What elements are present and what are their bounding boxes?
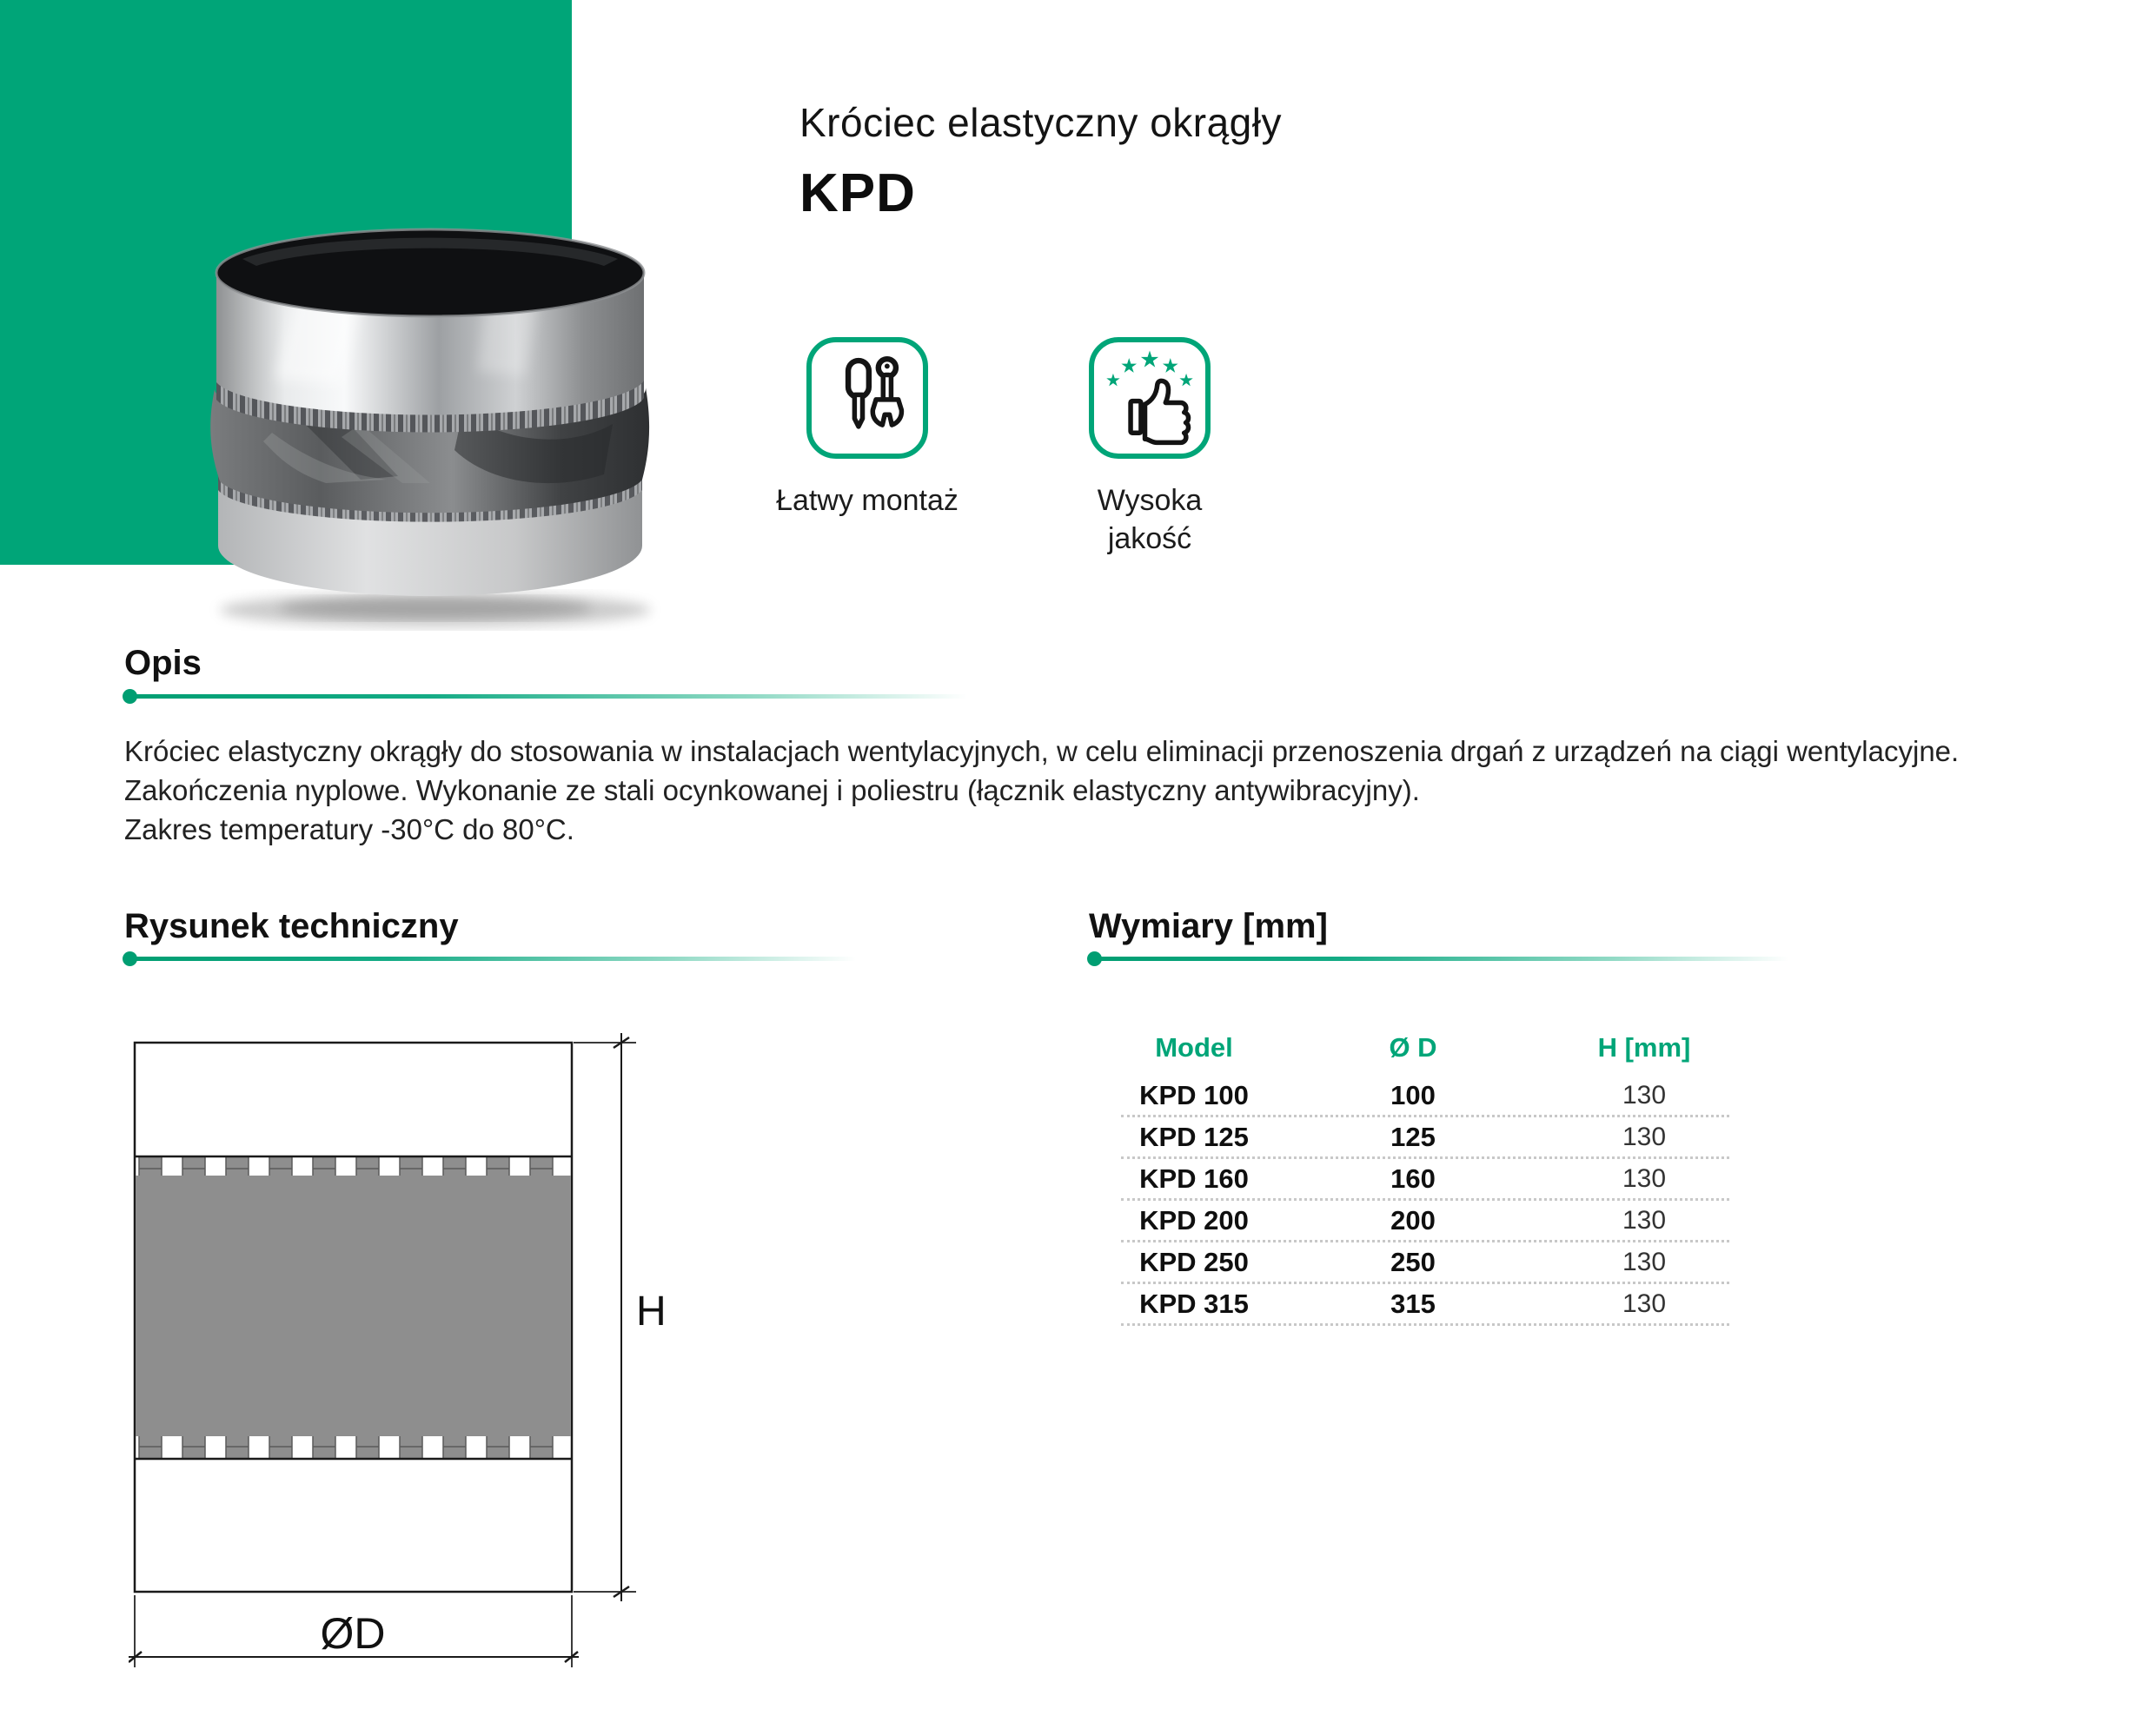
section-heading-wymiary: Wymiary [mm] xyxy=(1089,907,1328,945)
product-description: Króciec elastyczny okrągły do stosowania… xyxy=(124,732,1959,849)
dimensions-table: Model Ø D H [mm] KPD 100 100 130 KPD 125 125… xyxy=(1121,1025,1729,1326)
table-cell: 315 xyxy=(1390,1288,1436,1319)
table-cell: 130 xyxy=(1622,1247,1667,1276)
table-cell: 250 xyxy=(1390,1246,1436,1277)
rysunek-rule xyxy=(123,951,879,966)
table-cell: 160 xyxy=(1390,1163,1436,1194)
table-row: KPD 250 250 130 xyxy=(1121,1242,1729,1284)
table-cell: 100 xyxy=(1390,1079,1436,1110)
table-cell: KPD 160 xyxy=(1139,1163,1249,1194)
table-header-row: Model Ø D H [mm] xyxy=(1121,1025,1729,1070)
table-cell: 200 xyxy=(1390,1204,1436,1236)
table-cell: 125 xyxy=(1390,1121,1436,1152)
column-header-height: H [mm] xyxy=(1597,1032,1691,1063)
table-cell: KPD 100 xyxy=(1139,1079,1249,1110)
table-cell: 130 xyxy=(1622,1122,1667,1151)
table-cell: KPD 200 xyxy=(1139,1204,1249,1236)
table-cell: KPD 250 xyxy=(1139,1246,1249,1277)
feature-easy-assembly: Łatwy montaż xyxy=(776,337,959,558)
table-body: KPD 100 100 130 KPD 125 125 130 KPD 160 160 130 K… xyxy=(1121,1076,1729,1326)
page-title: Króciec elastyczny okrągły xyxy=(799,100,1282,145)
table-cell: KPD 125 xyxy=(1139,1121,1249,1152)
section-heading-opis: Opis xyxy=(124,644,202,682)
table-cell: 130 xyxy=(1622,1163,1667,1193)
drawing-height-label: H xyxy=(636,1289,667,1335)
thumbs-up-stars-icon xyxy=(1106,350,1193,446)
title-block: Króciec elastyczny okrągły KPD xyxy=(799,101,1282,224)
table-cell: 130 xyxy=(1622,1289,1667,1318)
table-row: KPD 315 315 130 xyxy=(1121,1284,1729,1326)
feature-list: Łatwy montaż Wysoka jakość xyxy=(776,337,1211,558)
section-heading-rysunek: Rysunek techniczny xyxy=(124,907,459,945)
opis-rule xyxy=(123,689,993,704)
feature-high-quality: Wysoka jakość xyxy=(1089,337,1211,558)
description-line: Króciec elastyczny okrągły do stosowania… xyxy=(124,735,1960,767)
feature-label-line2: jakość xyxy=(1107,522,1192,555)
table-row: KPD 125 125 130 xyxy=(1121,1117,1729,1159)
table-row: KPD 160 160 130 xyxy=(1121,1159,1729,1201)
feature-label-line1: Wysoka xyxy=(1097,484,1203,517)
tools-icon xyxy=(845,356,905,429)
technical-drawing: H ØD xyxy=(129,1033,667,1667)
drawing-diameter-label: ØD xyxy=(321,1609,386,1658)
table-cell: 130 xyxy=(1622,1080,1667,1110)
table-cell: 130 xyxy=(1622,1205,1667,1235)
description-line: Zakres temperatury -30°C do 80°C. xyxy=(124,813,574,845)
table-row: KPD 100 100 130 xyxy=(1121,1076,1729,1117)
column-header-diameter: Ø D xyxy=(1389,1032,1437,1063)
feature-label: Łatwy montaż xyxy=(776,484,959,517)
column-header-model: Model xyxy=(1155,1032,1233,1063)
quality-iconbox xyxy=(1089,337,1211,459)
tools-iconbox xyxy=(806,337,928,459)
table-cell: KPD 315 xyxy=(1139,1288,1249,1319)
product-photo xyxy=(210,228,651,627)
feature-label: Wysoka jakość xyxy=(1037,481,1263,558)
wymiary-rule xyxy=(1087,951,1810,966)
table-row: KPD 200 200 130 xyxy=(1121,1201,1729,1242)
description-line: Zakończenia nyplowe. Wykonanie ze stali … xyxy=(124,774,1420,806)
product-model: KPD xyxy=(799,162,916,223)
